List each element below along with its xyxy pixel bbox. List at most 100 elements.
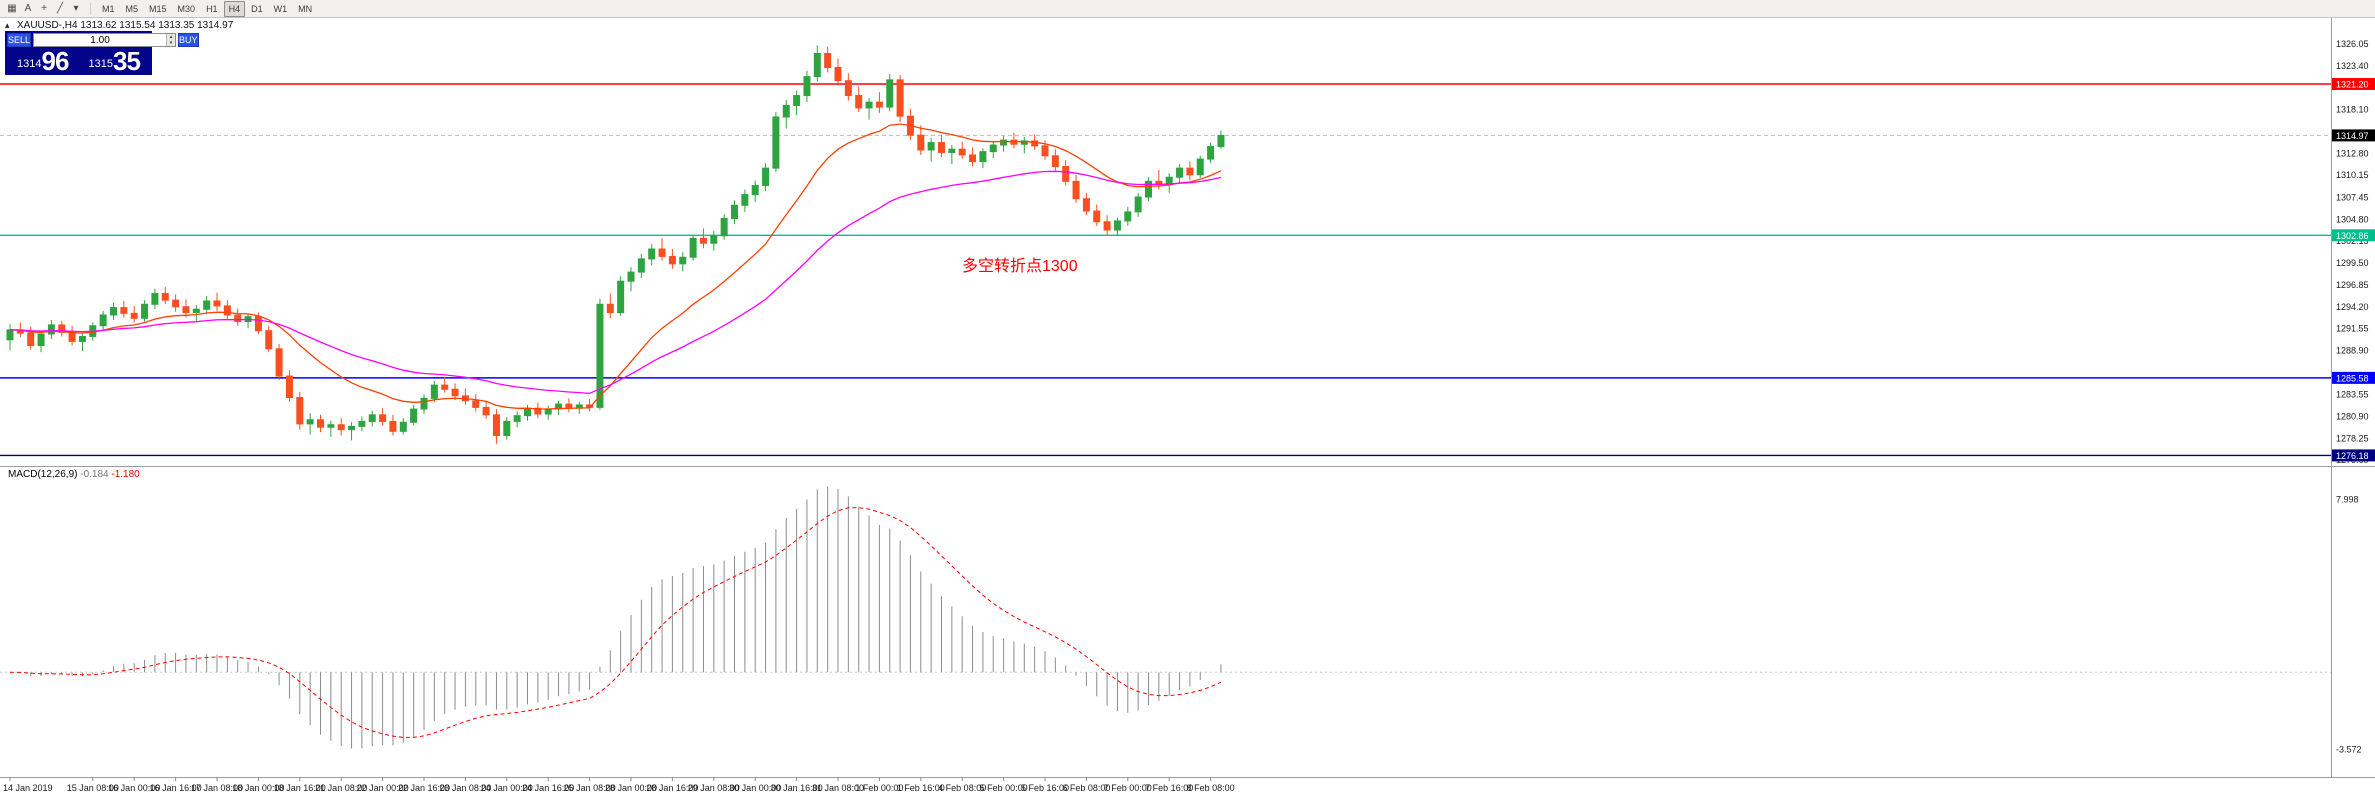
candlesticks	[6, 45, 1225, 444]
timeframe-button-D1[interactable]: D1	[251, 3, 263, 14]
volume-input[interactable]	[34, 34, 167, 46]
svg-text:1291.55: 1291.55	[2336, 324, 2369, 334]
macd-main-value: -0.184	[80, 469, 109, 480]
svg-text:23 Jan 08:00: 23 Jan 08:00	[439, 783, 491, 793]
svg-text:5 Feb 16:00: 5 Feb 16:00	[1021, 783, 1069, 793]
macd-pane: 7.998 -3.572	[0, 486, 2362, 754]
price-badge	[2332, 78, 2375, 90]
svg-text:30 Jan 16:00: 30 Jan 16:00	[771, 783, 823, 793]
svg-text:1 Feb 16:00: 1 Feb 16:00	[897, 783, 945, 793]
buy-button[interactable]: BUY	[178, 33, 199, 47]
draw-tools-caret-icon[interactable]: ▾	[73, 3, 79, 14]
chart-window-icon[interactable]: ▦	[7, 3, 17, 14]
cursor-tool-icon[interactable]: A	[24, 3, 32, 14]
volume-box: ▴ ▾	[33, 33, 177, 47]
svg-text:21 Jan 08:00: 21 Jan 08:00	[315, 783, 367, 793]
volume-down-icon[interactable]: ▾	[166, 40, 176, 46]
sell-button[interactable]: SELL	[7, 33, 32, 47]
svg-text:28 Jan 16:00: 28 Jan 16:00	[646, 783, 698, 793]
timeframe-button-M1[interactable]: M1	[102, 3, 115, 14]
timeframe-button-H1[interactable]: H1	[206, 3, 218, 14]
svg-text:1323.40: 1323.40	[2336, 61, 2369, 71]
draw-tools-icon[interactable]: ╱	[56, 3, 64, 14]
buy-price-display: 1315 35	[79, 46, 151, 76]
svg-text:-3.572: -3.572	[2336, 744, 2362, 754]
svg-text:16 Jan 00:00: 16 Jan 00:00	[108, 783, 160, 793]
timeframe-button-W1[interactable]: W1	[273, 3, 288, 14]
svg-text:4 Feb 08:00: 4 Feb 08:00	[938, 783, 986, 793]
slow-ma-line	[9, 170, 1222, 395]
svg-text:24 Jan 16:00: 24 Jan 16:00	[522, 783, 574, 793]
one-click-panel-toggle-icon[interactable]: ▴	[5, 20, 10, 30]
price-axis: 1326.05 1323.40 1318.10 1312.80 1310.15 1307.…	[2332, 39, 2375, 465]
svg-text:1 Feb 00:00: 1 Feb 00:00	[855, 783, 903, 793]
timeframe-button-H4[interactable]: H4	[223, 0, 246, 17]
svg-text:16 Jan 16:00: 16 Jan 16:00	[150, 783, 202, 793]
svg-text:1318.10: 1318.10	[2336, 105, 2369, 115]
price-badge	[2332, 449, 2375, 462]
toolbar-icon-group: ▦ A + ╱ ▾	[4, 2, 84, 16]
timeframe-button-M15[interactable]: M15	[149, 3, 167, 14]
price-badge	[2332, 129, 2375, 142]
svg-text:30 Jan 00:00: 30 Jan 00:00	[729, 783, 781, 793]
svg-text:24 Jan 00:00: 24 Jan 00:00	[481, 783, 533, 793]
sell-price-display: 1314 96	[7, 46, 79, 76]
svg-text:7 Feb 16:00: 7 Feb 16:00	[1145, 783, 1193, 793]
svg-text:8 Feb 08:00: 8 Feb 08:00	[1187, 783, 1235, 793]
svg-text:1304.80: 1304.80	[2336, 214, 2369, 224]
svg-text:1302.86: 1302.86	[2336, 231, 2369, 241]
top-toolbar: ▦ A + ╱ ▾ M1 M5 M15 M30 H1 H4 D1 W1 MN	[0, 0, 2375, 18]
buy-price-main: 1315	[88, 58, 114, 70]
macd-signal-value: -1.180	[111, 469, 140, 480]
svg-text:1307.45: 1307.45	[2336, 192, 2369, 202]
price-badge	[2332, 371, 2375, 384]
buy-price-pips: 35	[113, 46, 141, 76]
svg-text:1280.90: 1280.90	[2336, 411, 2369, 421]
svg-text:29 Jan 08:00: 29 Jan 08:00	[688, 783, 740, 793]
horizontal-lines	[0, 83, 2331, 457]
fast-ma-line	[9, 123, 1222, 410]
one-click-trade-panel: SELL ▴ ▾ BUY 1314 96 1315 35	[5, 31, 199, 76]
svg-text:1278.25: 1278.25	[2336, 433, 2369, 443]
timeframe-button-MN[interactable]: MN	[298, 3, 313, 14]
timeframe-button-M30[interactable]: M30	[177, 3, 196, 14]
svg-text:1310.15: 1310.15	[2336, 170, 2369, 180]
svg-text:18 Jan 16:00: 18 Jan 16:00	[274, 783, 326, 793]
svg-text:28 Jan 00:00: 28 Jan 00:00	[605, 783, 657, 793]
sell-price-main: 1314	[17, 58, 42, 70]
crosshair-tool-icon[interactable]: +	[41, 3, 47, 14]
svg-text:14 Jan 2019: 14 Jan 2019	[3, 783, 53, 793]
svg-text:22 Jan 16:00: 22 Jan 16:00	[398, 783, 450, 793]
chart-ohlc-title: XAUUSD-,H4 1313.62 1315.54 1313.35 1314.…	[17, 20, 234, 31]
svg-text:1294.20: 1294.20	[2336, 302, 2369, 312]
svg-text:31 Jan 08:00: 31 Jan 08:00	[812, 783, 864, 793]
toolbar-separator	[90, 2, 91, 15]
volume-spinner: ▴ ▾	[166, 34, 176, 46]
svg-text:1299.50: 1299.50	[2336, 258, 2369, 268]
svg-text:1283.55: 1283.55	[2336, 390, 2369, 400]
svg-text:1288.90: 1288.90	[2336, 345, 2369, 355]
svg-text:7.998: 7.998	[2336, 494, 2359, 504]
svg-text:6 Feb 08:00: 6 Feb 08:00	[1062, 783, 1110, 793]
pane-separators	[0, 18, 2375, 778]
svg-text:15 Jan 08:00: 15 Jan 08:00	[67, 783, 119, 793]
svg-text:1276.18: 1276.18	[2336, 451, 2369, 461]
svg-text:1326.05: 1326.05	[2336, 39, 2369, 49]
volume-up-icon[interactable]: ▴	[166, 34, 176, 40]
svg-text:1321.20: 1321.20	[2336, 80, 2369, 90]
svg-text:1296.85: 1296.85	[2336, 280, 2369, 290]
sell-price-pips: 96	[41, 46, 70, 76]
svg-text:7 Feb 00:00: 7 Feb 00:00	[1104, 783, 1152, 793]
svg-text:1285.58: 1285.58	[2336, 373, 2369, 383]
macd-name: MACD(12,26,9)	[8, 469, 78, 480]
svg-text:18 Jan 00:00: 18 Jan 00:00	[232, 783, 284, 793]
timeframe-button-group: M1 M5 M15 M30 H1 H4 D1 W1 MN	[97, 0, 317, 17]
svg-text:1312.80: 1312.80	[2336, 148, 2369, 158]
timeframe-button-M5[interactable]: M5	[125, 3, 139, 14]
price-badge	[2332, 229, 2375, 242]
chart-text-annotation: 多空转折点1300	[962, 258, 1078, 275]
svg-text:25 Jan 08:00: 25 Jan 08:00	[564, 783, 616, 793]
